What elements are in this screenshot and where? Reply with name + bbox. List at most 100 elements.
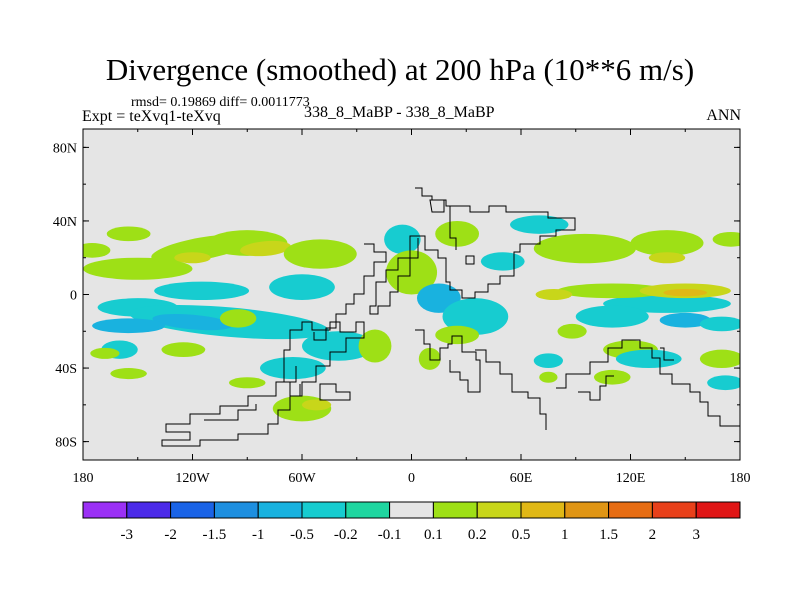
- colorbar-box-8: [432, 501, 478, 519]
- field-blob-41: [699, 316, 740, 332]
- field-blob-15: [260, 357, 326, 380]
- field-blob-45: [535, 288, 573, 301]
- colorbar-box-5: [301, 501, 347, 519]
- field-blob-34: [533, 233, 636, 264]
- x-tick-label-0: 180: [73, 471, 94, 486]
- field-blob-33: [480, 252, 525, 271]
- field-blob-29: [358, 329, 392, 363]
- field-blob-42: [557, 283, 667, 299]
- field-blob-12: [152, 313, 233, 331]
- field-blob-37: [712, 231, 740, 247]
- field-blob-19: [90, 347, 120, 359]
- coastline-4: [578, 375, 614, 401]
- colorbar-box-2: [170, 501, 215, 519]
- colorbar-label-8: 0.2: [468, 527, 487, 543]
- coastline-7: [429, 199, 445, 213]
- colorbar-box-13: [651, 501, 697, 519]
- x-tick-label-2: 60W: [288, 471, 316, 486]
- colorbar-box-14: [695, 501, 741, 519]
- chart-title: Divergence (smoothed) at 200 hPa (10**6 …: [105, 52, 695, 87]
- field-blob-30: [435, 325, 480, 345]
- field-blob-3: [174, 252, 211, 264]
- colorbar-label-7: 0.1: [424, 527, 443, 543]
- y-tick-label-3: 40S: [55, 362, 77, 377]
- field-blob-49: [594, 369, 631, 385]
- field-blob-23: [302, 399, 332, 411]
- coastline-13: [449, 206, 457, 250]
- coastline-1: [415, 329, 481, 393]
- field-blob-21: [110, 368, 147, 380]
- colorbar-label-12: 2: [649, 527, 657, 543]
- x-tick-label-6: 180: [730, 471, 751, 486]
- colorbar-box-1: [126, 501, 172, 519]
- colorbar-label-10: 1: [561, 527, 569, 543]
- field-blob-50: [615, 349, 682, 369]
- experiment-label: Expt = teXvq1-teXvq: [82, 108, 221, 125]
- colorbar-box-3: [213, 501, 259, 519]
- field-blob-44: [663, 288, 708, 297]
- colorbar-label-5: -0.2: [334, 527, 358, 543]
- field-blob-20: [229, 377, 266, 389]
- coastline-6: [313, 243, 387, 341]
- field-blob-52: [707, 375, 740, 391]
- field-blob-24: [384, 224, 421, 255]
- field-blob-35: [630, 230, 704, 256]
- x-tick-label-1: 120W: [175, 471, 210, 486]
- colorbar-label-9: 0.5: [512, 527, 531, 543]
- field-blob-51: [533, 353, 563, 369]
- y-tick-label-0: 80N: [53, 141, 77, 156]
- coastline-5: [283, 321, 365, 397]
- field-blob-13: [92, 318, 166, 334]
- field-blob-36: [648, 252, 686, 264]
- field-blob-5: [83, 243, 111, 258]
- colorbar-box-12: [608, 501, 653, 519]
- colorbar-label-6: -0.1: [378, 527, 402, 543]
- colorbar-label-2: -1.5: [203, 527, 227, 543]
- y-tick-label-2: 0: [70, 289, 77, 304]
- coastline-3: [556, 339, 740, 427]
- field-blob-9: [269, 274, 335, 301]
- field-blob-6: [106, 226, 151, 242]
- field-blob-53: [539, 371, 558, 383]
- colorbar-label-3: -1: [252, 527, 265, 543]
- field-blob-25: [435, 220, 480, 247]
- stats-line: rmsd= 0.19869 diff= 0.0011773: [131, 95, 310, 110]
- colorbar-label-4: -0.5: [290, 527, 314, 543]
- coastline-9: [319, 383, 351, 401]
- coastline-10: [161, 366, 301, 447]
- coastline-12: [660, 347, 674, 361]
- colorbar-box-9: [476, 501, 522, 519]
- x-tick-label-4: 60E: [510, 471, 533, 486]
- field-blob-17: [219, 309, 257, 328]
- field-layer: [83, 215, 740, 422]
- coastline-8: [465, 255, 475, 265]
- field-blob-26: [385, 250, 438, 295]
- field-blob-28: [442, 298, 509, 335]
- colorbar-label-11: 1.5: [599, 527, 618, 543]
- coastlines: [161, 187, 740, 447]
- field-blob-32: [510, 215, 569, 234]
- field-blob-46: [557, 323, 587, 339]
- field-blob-7: [283, 239, 357, 269]
- field-blob-40: [659, 312, 711, 328]
- colorbar-label-0: -3: [121, 527, 134, 543]
- coastline-11: [204, 404, 257, 421]
- x-tick-label-5: 120E: [616, 471, 646, 486]
- colorbar-label-1: -2: [164, 527, 177, 543]
- field-blob-0: [83, 257, 193, 280]
- season-label: ANN: [706, 107, 741, 124]
- coastline-2: [475, 349, 547, 430]
- field-blob-14: [302, 331, 375, 361]
- field-blob-18: [161, 342, 206, 358]
- case-label: 338_8_MaBP - 338_8_MaBP: [304, 104, 495, 121]
- y-tick-label-4: 80S: [55, 436, 77, 451]
- colorbar-box-10: [520, 501, 566, 519]
- x-tick-label-3: 0: [408, 471, 415, 486]
- colorbar-box-4: [257, 501, 303, 519]
- colorbar-box-11: [564, 501, 610, 519]
- coastline-0: [369, 187, 576, 315]
- field-blob-4: [240, 240, 291, 257]
- colorbar-box-7: [389, 501, 434, 519]
- field-blob-48: [699, 349, 740, 369]
